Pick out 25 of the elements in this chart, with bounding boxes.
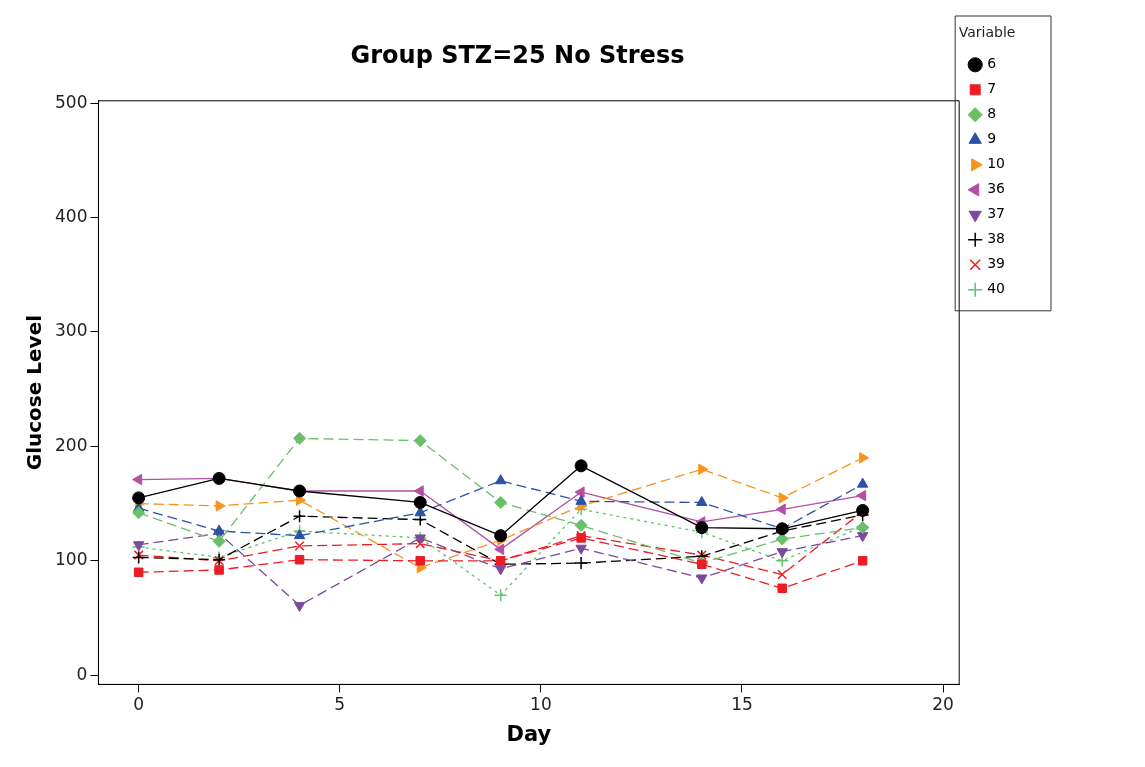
legend-title: Variable <box>958 23 1016 40</box>
y-axis-title: Glucose Level <box>22 314 47 471</box>
legend-label: 10 <box>987 155 1006 172</box>
y-tick-label: 0 <box>76 663 88 684</box>
legend-label: 6 <box>987 55 997 72</box>
y-tick-label: 100 <box>54 549 88 570</box>
chart-title: Group STZ=25 No Stress <box>350 40 685 69</box>
x-tick-label: 15 <box>731 694 753 715</box>
y-tick-label: 200 <box>54 434 88 455</box>
y-tick-label: 500 <box>54 91 88 112</box>
legend-label: 9 <box>987 130 997 147</box>
legend-label: 40 <box>987 280 1006 297</box>
legend-label: 39 <box>987 255 1006 272</box>
legend-label: 7 <box>987 80 997 97</box>
legend-label: 37 <box>987 205 1006 222</box>
legend-label: 36 <box>987 180 1006 197</box>
y-tick-label: 300 <box>54 320 88 341</box>
x-tick-label: 5 <box>334 694 346 715</box>
legend-label: 38 <box>987 230 1006 247</box>
x-tick-label: 0 <box>133 694 145 715</box>
x-tick-label: 10 <box>530 694 552 715</box>
legend-label: 8 <box>987 105 997 122</box>
x-tick-label: 20 <box>932 694 954 715</box>
x-axis-title: Day <box>506 721 552 746</box>
y-tick-label: 400 <box>54 205 88 226</box>
